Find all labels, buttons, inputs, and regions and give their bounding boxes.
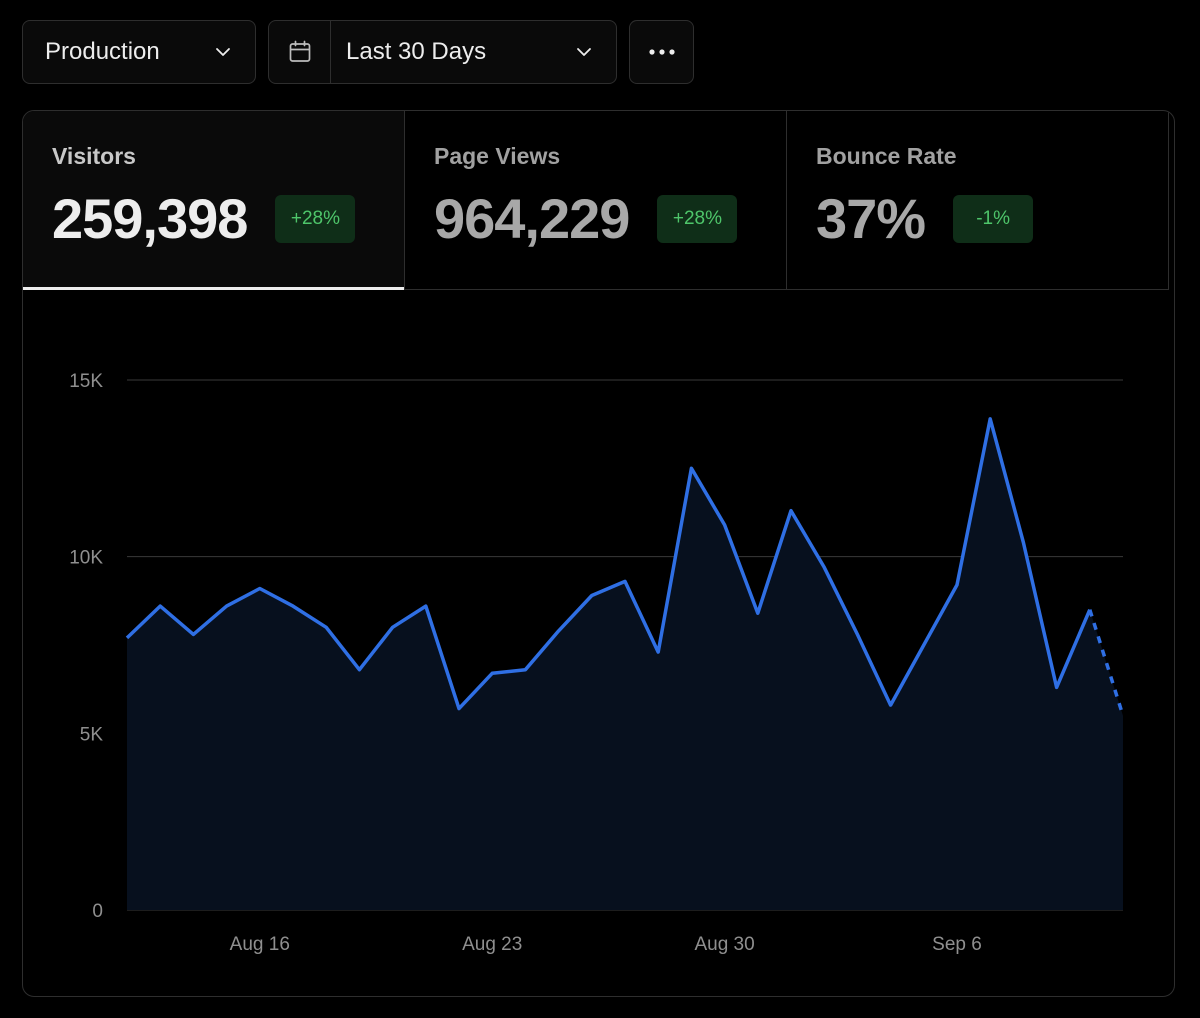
tab-page-views[interactable]: Page Views 964,229 +28% — [405, 111, 787, 289]
x-tick-label: Aug 30 — [694, 934, 754, 955]
y-tick-label: 10K — [69, 548, 103, 569]
x-tick-label: Sep 6 — [932, 934, 982, 955]
environment-label: Production — [45, 38, 160, 65]
y-tick-label: 0 — [92, 901, 103, 922]
toolbar: Production Last 30 Days — [22, 20, 694, 84]
series-line-projected — [1088, 609, 1125, 717]
metric-value: 259,398 — [52, 187, 248, 250]
y-tick-label: 15K — [69, 371, 103, 392]
environment-select[interactable]: Production — [22, 20, 256, 84]
tab-visitors[interactable]: Visitors 259,398 +28% — [23, 111, 405, 290]
change-badge: +28% — [657, 194, 738, 243]
y-tick-label: 5K — [80, 724, 104, 745]
area-fill — [127, 418, 1123, 910]
date-range-select[interactable]: Last 30 Days — [268, 20, 617, 84]
metric-value: 964,229 — [434, 187, 630, 250]
chevron-down-icon — [577, 48, 591, 56]
analytics-card: Visitors 259,398 +28% Page Views 964,229… — [22, 110, 1175, 997]
metric-tabs: Visitors 259,398 +28% Page Views 964,229… — [23, 111, 1169, 290]
more-horizontal-icon — [648, 49, 675, 55]
visitors-chart: 15K 10K 5K 0 Aug 16 Aug 23 Aug 30 Sep 6 — [23, 291, 1174, 996]
chevron-down-icon — [216, 48, 230, 56]
x-tick-label: Aug 23 — [462, 934, 522, 955]
change-badge: +28% — [275, 194, 356, 243]
change-badge: -1% — [953, 194, 1034, 243]
tab-label: Bounce Rate — [816, 143, 957, 169]
chart-svg: 15K 10K 5K 0 Aug 16 Aug 23 Aug 30 Sep 6 — [69, 371, 1125, 955]
tab-label: Visitors — [52, 143, 136, 169]
date-range-label: Last 30 Days — [346, 38, 487, 65]
tab-label: Page Views — [434, 143, 561, 169]
series-line — [125, 417, 1092, 711]
calendar-icon — [269, 21, 331, 83]
tab-bounce-rate[interactable]: Bounce Rate 37% -1% — [787, 111, 1169, 289]
metric-value: 37% — [816, 187, 926, 250]
x-tick-label: Aug 16 — [230, 934, 290, 955]
more-options-button[interactable] — [629, 20, 694, 84]
